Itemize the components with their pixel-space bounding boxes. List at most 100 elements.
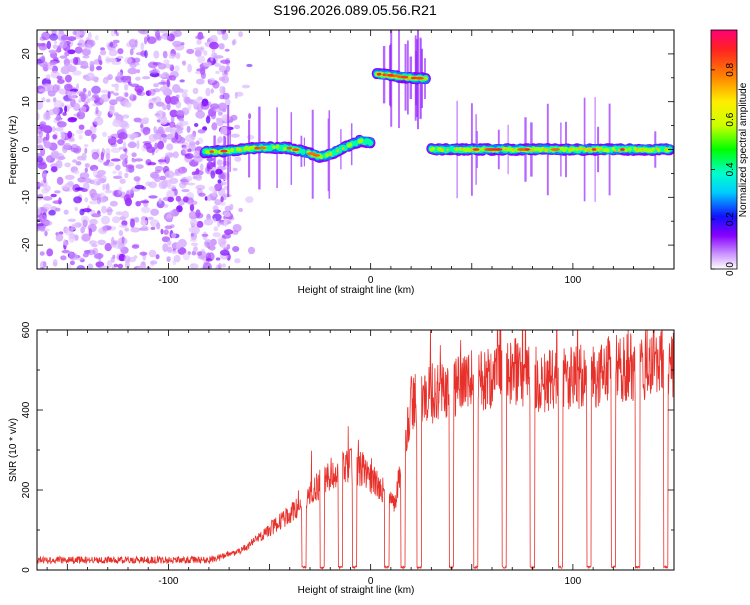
spectral-cell	[606, 148, 610, 153]
noise-blob	[134, 158, 144, 162]
noise-blob	[162, 104, 168, 111]
noise-blob	[96, 65, 102, 71]
noise-blob	[162, 50, 168, 59]
noise-blob	[164, 95, 172, 104]
noise-blob	[93, 116, 104, 126]
noise-blob	[81, 233, 91, 242]
noise-blob	[217, 220, 221, 228]
y-tick-label: 600	[21, 321, 32, 338]
noise-blob	[130, 92, 134, 101]
y-tick-label: 0	[21, 567, 32, 573]
noise-blob	[220, 59, 231, 64]
noise-blob	[58, 197, 62, 205]
noise-blob	[52, 134, 58, 140]
noise-blob	[92, 178, 102, 186]
noise-blob	[234, 156, 242, 162]
noise-blob	[42, 261, 47, 268]
noise-blob	[118, 170, 123, 177]
noise-blob	[135, 164, 144, 170]
noise-blob	[112, 170, 117, 175]
spectral-cell	[617, 149, 620, 152]
noise-blob	[102, 77, 109, 84]
noise-blob	[124, 101, 132, 108]
noise-blob	[56, 75, 63, 80]
spectral-cell	[300, 148, 306, 155]
noise-blob	[232, 224, 242, 232]
noise-blob	[184, 153, 194, 159]
y-tick-label: 20	[21, 48, 32, 60]
noise-blob	[166, 143, 174, 151]
noise-blob	[224, 48, 230, 52]
noise-blob	[108, 49, 118, 57]
noise-blob	[101, 205, 107, 214]
noise-blob	[84, 147, 88, 154]
noise-blob	[43, 220, 53, 226]
noise-blob	[115, 32, 119, 37]
spectral-cell	[614, 149, 617, 152]
noise-blob	[154, 142, 159, 150]
noise-blob	[234, 258, 241, 264]
noise-blob	[124, 56, 133, 65]
noise-blob	[217, 30, 223, 35]
spectral-cell	[564, 146, 568, 151]
noise-blob	[225, 65, 231, 73]
noise-blob	[48, 209, 56, 216]
noise-blob	[72, 30, 77, 35]
noise-blob	[42, 83, 52, 89]
noise-blob	[71, 144, 78, 148]
noise-blob	[73, 170, 80, 175]
noise-blob	[128, 81, 132, 86]
noise-blob	[166, 213, 173, 222]
noise-blob	[118, 146, 126, 150]
noise-blob	[186, 182, 196, 186]
noise-blob	[51, 126, 56, 133]
noise-blob	[210, 53, 214, 62]
noise-blob	[37, 144, 43, 149]
noise-blob	[194, 49, 202, 57]
noise-blob	[84, 101, 88, 106]
noise-blob	[214, 183, 223, 192]
noise-blob	[140, 219, 148, 226]
spectral-cell	[431, 146, 436, 151]
spectrogram-y-ticks: -20 -10 0 10 20	[21, 29, 674, 270]
noise-blob	[117, 135, 125, 139]
noise-blob	[153, 126, 157, 134]
noise-blob	[76, 155, 85, 161]
spectral-cell	[441, 148, 444, 151]
noise-blob	[41, 31, 51, 41]
noise-blob	[206, 157, 214, 162]
noise-blob	[110, 30, 116, 37]
noise-blob	[82, 219, 88, 228]
colorbar-label: Normalized spectral amplitude	[738, 82, 749, 217]
noise-blob	[109, 99, 118, 106]
noise-blob	[63, 241, 69, 246]
noise-blob	[170, 250, 179, 254]
noise-blob	[148, 195, 158, 199]
noise-blob	[89, 200, 99, 205]
noise-blob	[167, 184, 177, 190]
noise-blob	[190, 242, 199, 246]
noise-blob	[124, 83, 129, 91]
noise-blob	[88, 31, 92, 40]
noise-blob	[102, 183, 106, 191]
noise-blob	[136, 69, 140, 74]
noise-blob	[187, 199, 194, 206]
noise-blob	[150, 226, 156, 230]
noise-blob	[218, 65, 227, 73]
noise-blob	[133, 176, 141, 182]
noise-blob	[211, 122, 218, 131]
spectral-cell	[583, 147, 586, 150]
x-tick-label: 100	[565, 576, 582, 587]
noise-blob	[122, 114, 130, 119]
noise-blob	[56, 121, 67, 128]
noise-blob	[156, 129, 164, 133]
noise-blob	[191, 171, 197, 176]
noise-blob	[105, 152, 111, 160]
noise-blob	[115, 96, 125, 102]
noise-blob	[123, 255, 131, 263]
noise-blob	[143, 36, 148, 45]
noise-blob	[178, 118, 185, 122]
spectral-cell	[664, 147, 668, 150]
noise-blob	[97, 239, 106, 246]
spectral-cell	[275, 144, 280, 149]
